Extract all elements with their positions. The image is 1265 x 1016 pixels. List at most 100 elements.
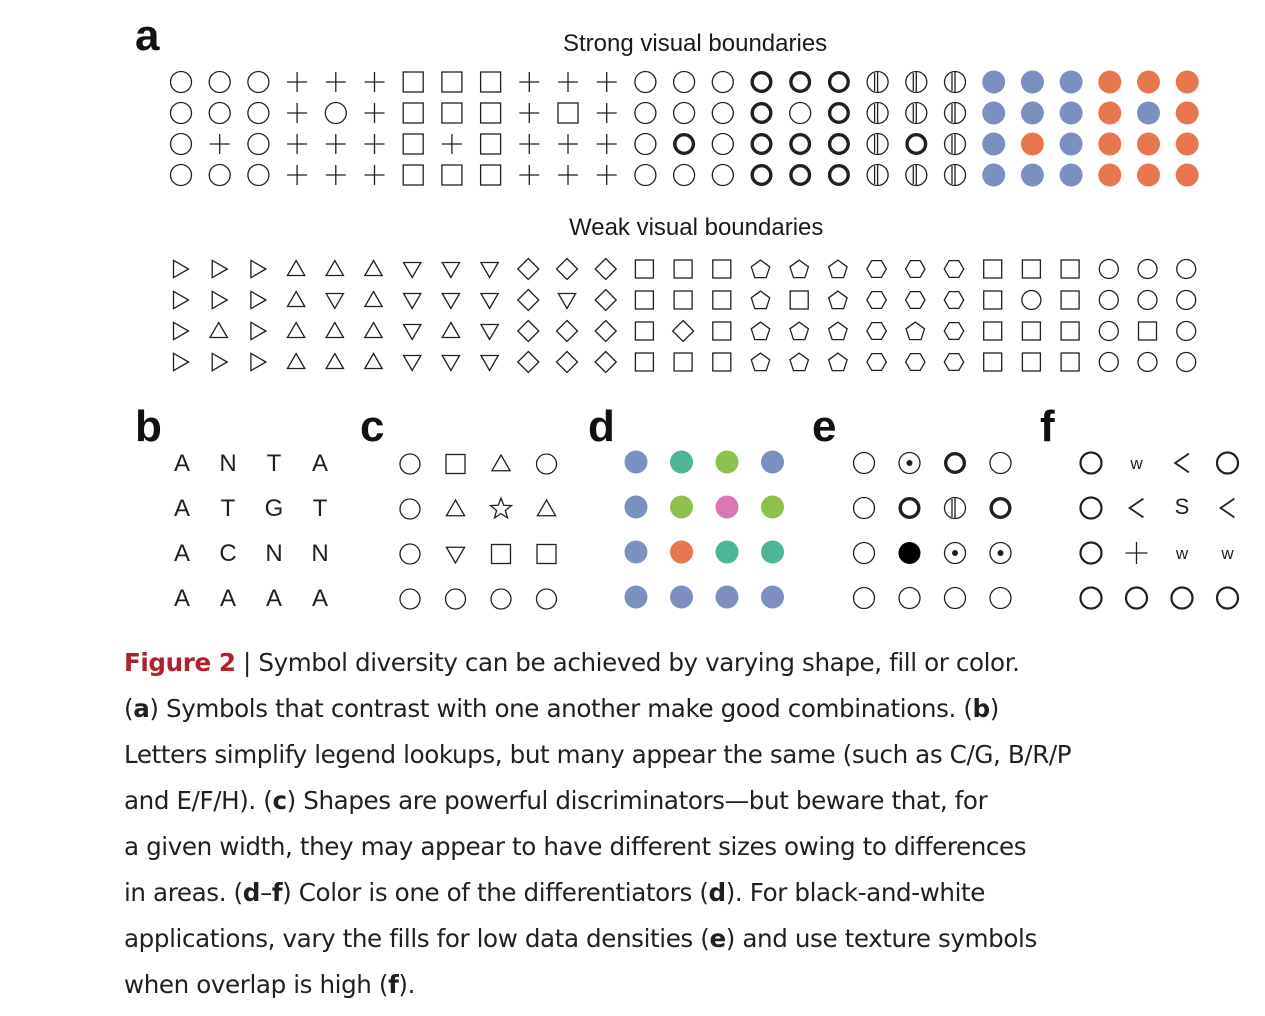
symbol-square <box>441 71 463 93</box>
symbol-square <box>634 290 655 310</box>
symbol-bold-circle <box>750 101 773 124</box>
symbol-square <box>673 259 693 279</box>
symbol-hexagon <box>866 352 888 372</box>
symbol-teal-dot <box>670 450 693 474</box>
symbol-green-dot <box>761 495 784 519</box>
symbol-tri-right <box>250 352 268 372</box>
symbol-bold-circle <box>827 132 850 155</box>
symbol-mid-circle <box>1170 586 1194 610</box>
symbol-lt <box>1128 497 1144 519</box>
symbol-tri-up <box>445 498 466 517</box>
caption-panel-ref: f <box>388 970 399 999</box>
symbol-tri-down <box>479 292 500 310</box>
symbol-blue-dot <box>1137 101 1160 125</box>
symbol-diamond <box>516 350 540 374</box>
symbol-tri-up <box>325 259 345 277</box>
symbol-square <box>983 352 1003 372</box>
symbol-tri-up <box>490 453 512 472</box>
symbol-barred-circle <box>866 101 889 125</box>
symbol-S: S <box>1175 494 1190 519</box>
symbol-square <box>1021 321 1042 341</box>
caption-line-6: in areas. (d–f) Color is one of the diff… <box>124 870 1259 916</box>
letter-symbol: A <box>174 495 190 522</box>
symbol-circle <box>852 496 876 520</box>
symbol-mid-circle <box>1079 541 1103 565</box>
symbol-circle <box>399 453 421 475</box>
symbol-tri-up <box>325 321 345 339</box>
symbol-tri-up <box>325 352 345 370</box>
symbol-hexagon <box>866 290 888 310</box>
caption-panel-ref: f <box>271 878 283 907</box>
symbol-diamond <box>594 257 618 281</box>
symbol-bold-circle <box>827 70 850 93</box>
symbol-diamond <box>671 319 695 343</box>
symbol-blue-dot <box>982 70 1006 94</box>
letter-symbol: A <box>266 585 282 612</box>
symbol-mid-circle <box>1079 586 1103 610</box>
symbol-plus <box>287 103 308 123</box>
symbol-barred-circle <box>866 70 889 94</box>
symbol-circle <box>634 101 657 125</box>
symbol-circle <box>535 588 558 610</box>
symbol-hexagon <box>943 352 965 372</box>
caption-panel-ref: e <box>709 924 726 953</box>
symbol-square <box>441 102 463 124</box>
symbol-bold-circle <box>989 497 1012 520</box>
symbol-barred-circle <box>943 496 967 520</box>
symbol-green-dot <box>715 450 739 474</box>
panel-letter-f: f <box>1040 402 1055 451</box>
symbol-hexagon <box>904 259 926 279</box>
symbol-square <box>1021 352 1042 372</box>
symbol-orange-dot <box>1137 163 1160 187</box>
symbol-tri-right <box>250 290 268 310</box>
symbol-square <box>983 259 1003 279</box>
symbol-tri-down <box>445 546 466 565</box>
caption-line-4: and E/F/H). (c) Shapes are powerful disc… <box>124 778 1259 824</box>
caption-line-2: (a) Symbols that contrast with one anoth… <box>124 686 1259 732</box>
figure-caption: Figure 2 | Symbol diversity can be achie… <box>124 640 1259 1008</box>
symbol-blue-dot <box>761 585 784 609</box>
symbol-circle <box>1021 289 1042 311</box>
symbol-bold-circle <box>898 497 921 520</box>
panel-letter-e: e <box>812 402 837 451</box>
symbol-orange-dot <box>1137 132 1160 156</box>
caption-text: applications, vary the fills for low dat… <box>124 924 710 953</box>
letter-symbol: A <box>174 450 190 477</box>
symbol-square <box>445 453 466 475</box>
letter-symbol: A <box>174 540 190 567</box>
symbol-plus <box>596 165 617 185</box>
symbol-square <box>712 290 732 310</box>
symbol-square <box>479 102 502 124</box>
caption-line-7: applications, vary the fills for low dat… <box>124 916 1259 962</box>
symbol-circle <box>169 101 193 125</box>
symbol-circle <box>1137 258 1158 280</box>
symbol-hexagon <box>866 321 888 341</box>
symbol-circle <box>247 163 270 187</box>
letter-symbol: T <box>221 495 236 522</box>
symbol-orange-dot <box>1175 132 1199 156</box>
symbol-circle <box>789 101 812 125</box>
symbol-pentagon <box>750 259 771 279</box>
symbol-diamond <box>594 350 618 374</box>
symbol-square <box>1021 259 1042 279</box>
symbol-plus <box>209 134 230 154</box>
symbol-bold-circle <box>905 132 928 155</box>
symbol-blue-dot <box>1059 70 1083 94</box>
caption-panel-ref: b <box>972 694 991 723</box>
symbol-bold-circle <box>944 452 967 475</box>
letter-symbol: A <box>312 450 328 477</box>
letter-symbol: N <box>311 540 328 567</box>
symbol-blue-dot <box>1059 163 1083 187</box>
caption-panel-ref: d <box>242 878 261 907</box>
symbol-plus <box>325 165 346 185</box>
symbol-tri-down <box>479 354 500 372</box>
symbol-circle <box>1176 320 1197 342</box>
symbol-square <box>983 290 1003 310</box>
symbol-circle <box>208 163 231 187</box>
symbol-tri-down <box>325 292 345 310</box>
symbol-tri-right <box>172 290 190 310</box>
symbol-square <box>789 290 809 310</box>
symbol-hexagon <box>943 321 965 341</box>
symbol-circle <box>208 101 231 125</box>
symbol-tri-up <box>441 321 461 339</box>
